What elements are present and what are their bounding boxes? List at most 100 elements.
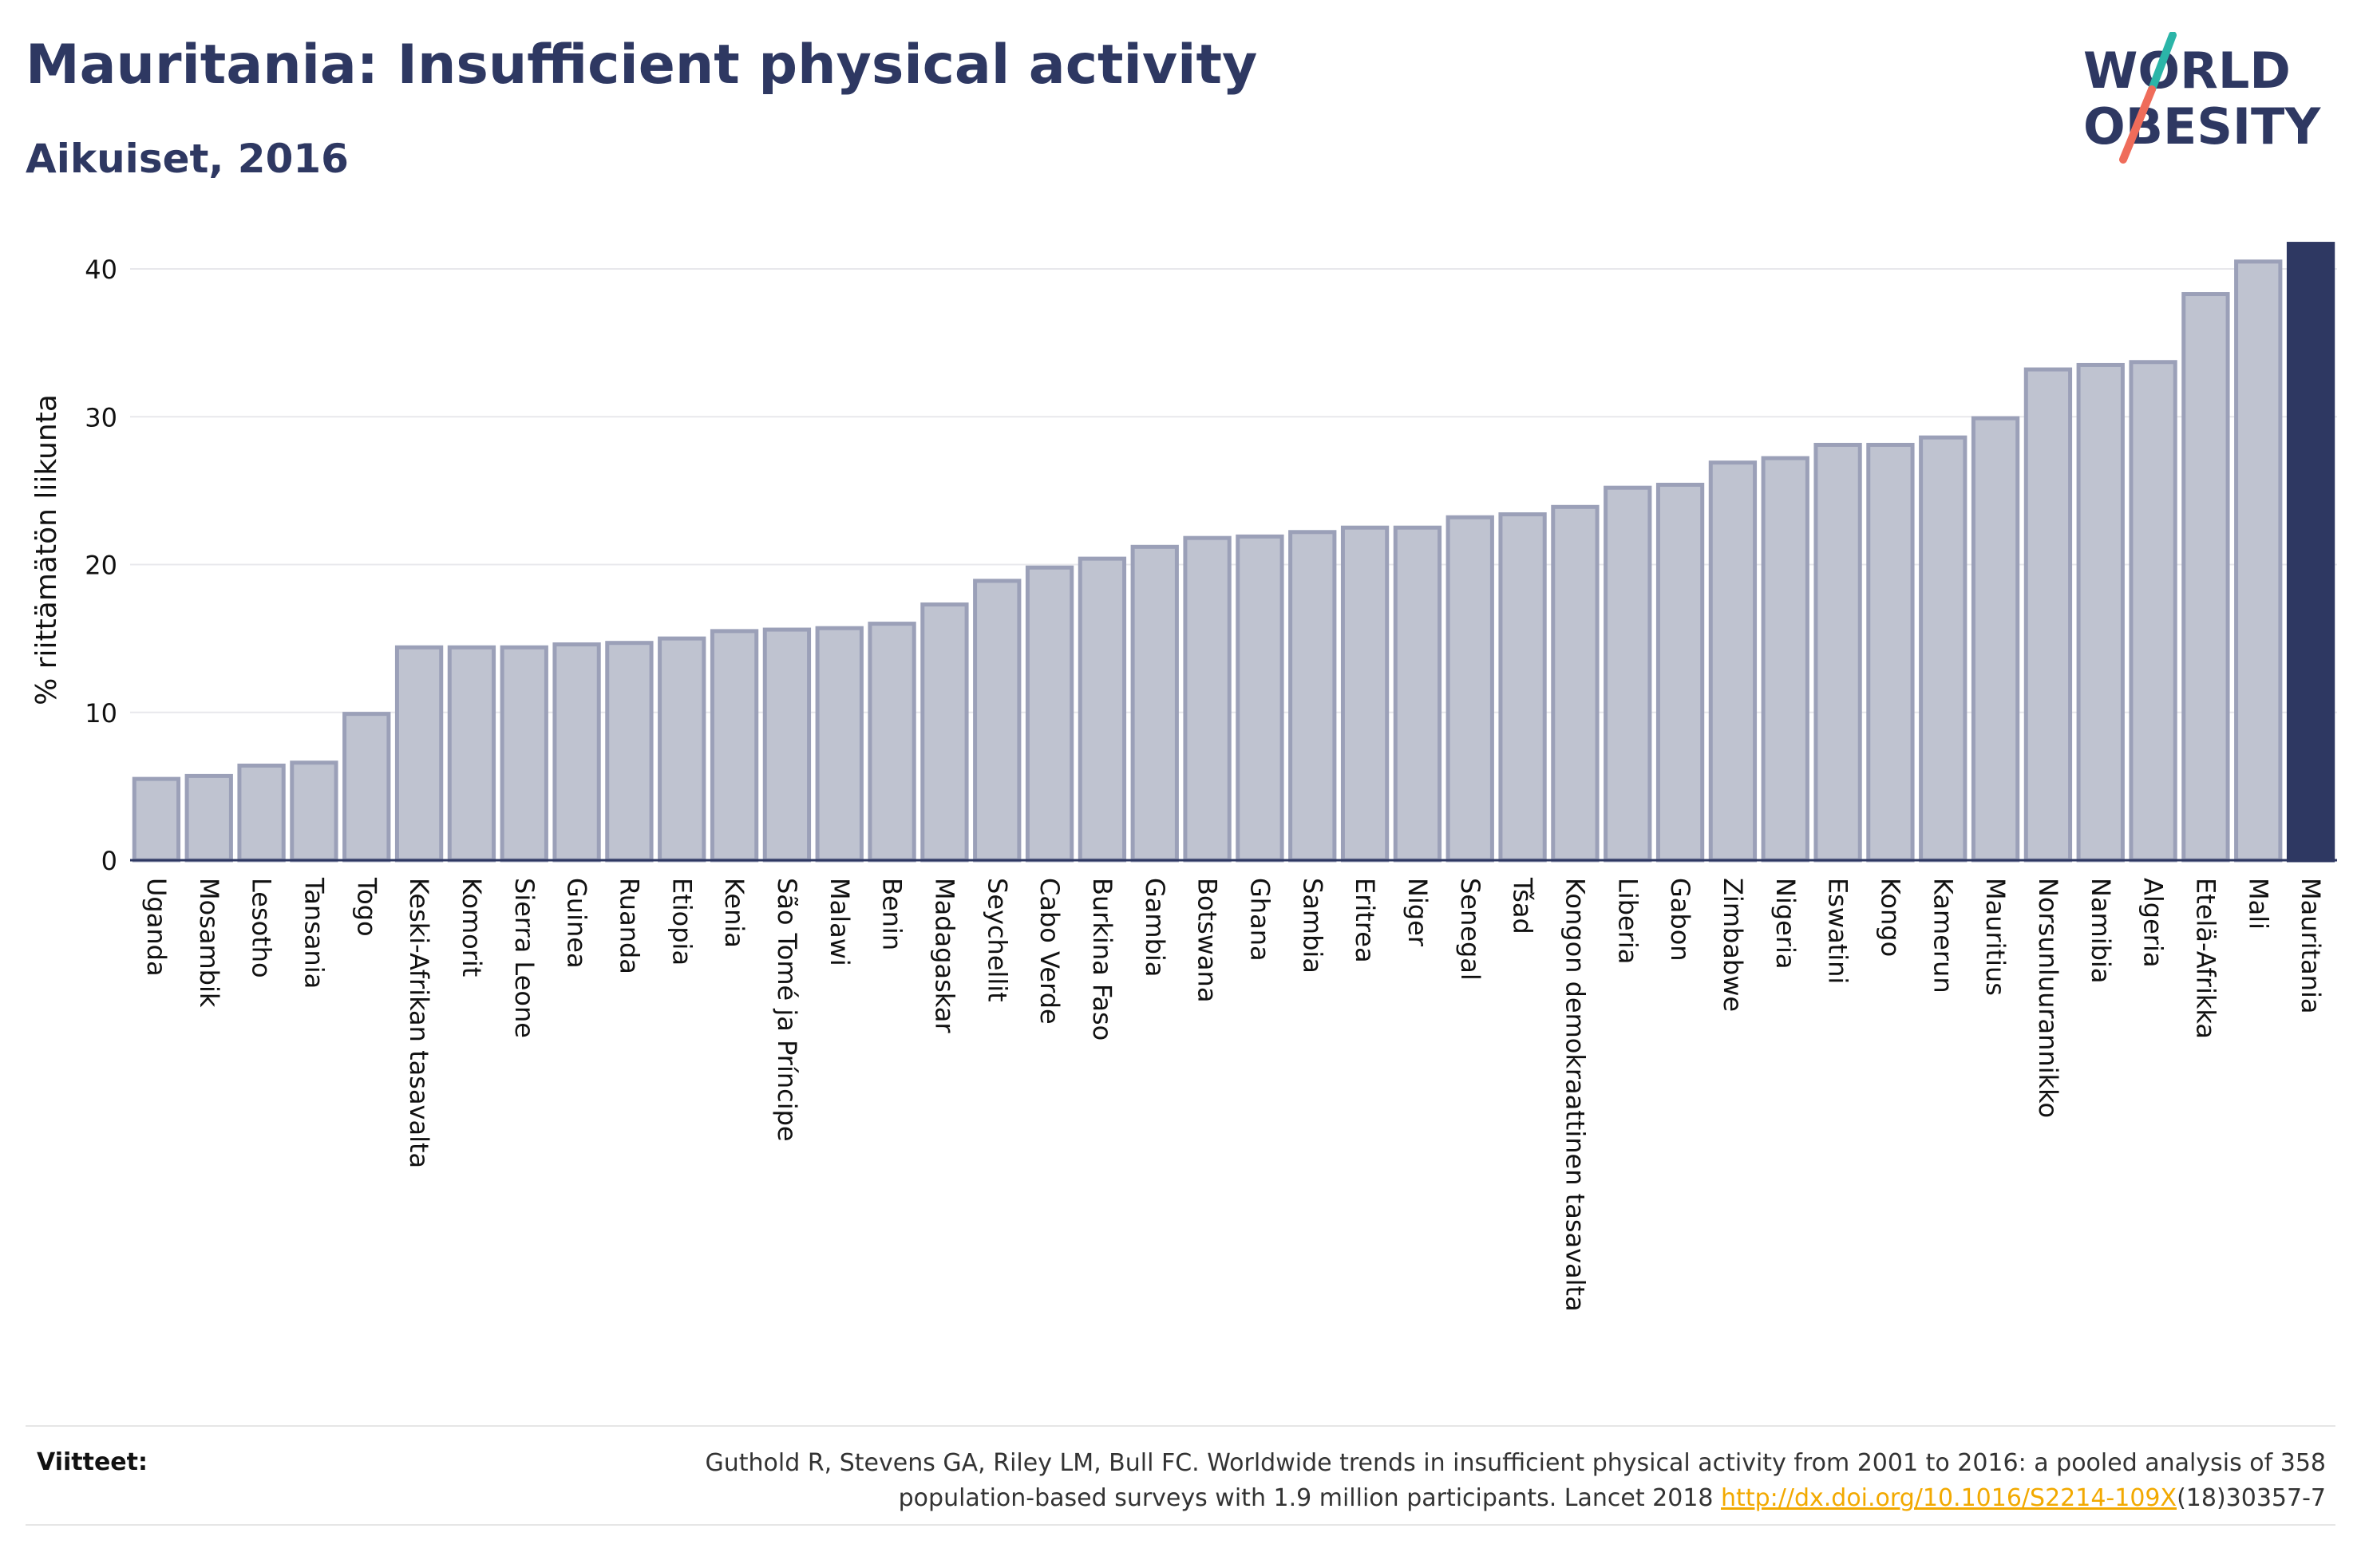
bar-4 xyxy=(342,712,391,863)
bar-17 xyxy=(1025,565,1074,863)
x-tick-label-14: Benin xyxy=(877,878,908,950)
page-title: Mauritania: Insufficient physical activi… xyxy=(26,34,1258,97)
bar-26 xyxy=(1498,512,1547,863)
bar-11 xyxy=(710,629,759,863)
x-tick-label-35: Mauritius xyxy=(1980,878,2011,996)
x-tick-label-5: Keski-Afrikan tasavalta xyxy=(404,878,434,1168)
bar-5 xyxy=(394,645,444,863)
bar-6 xyxy=(447,645,496,863)
bars xyxy=(132,242,2335,863)
bar-21 xyxy=(1236,534,1284,863)
x-tick-label-10: Etiopia xyxy=(666,878,697,966)
x-tick-label-26: Tšad xyxy=(1508,877,1538,934)
x-tick-label-0: Uganda xyxy=(141,878,172,977)
bar-25 xyxy=(1445,515,1494,863)
bar-34 xyxy=(1919,435,1968,863)
bar-14 xyxy=(868,622,916,863)
x-tick-label-40: Mali xyxy=(2243,878,2273,930)
x-tick-label-15: Madagaskar xyxy=(929,878,959,1033)
y-tick-label: 10 xyxy=(85,698,117,729)
bar-31 xyxy=(1761,456,1809,863)
x-tick-label-20: Botswana xyxy=(1192,878,1223,1002)
citation-line-3: (18)30357-7 xyxy=(2177,1484,2326,1512)
bar-39 xyxy=(2181,292,2230,863)
y-tick-label: 40 xyxy=(85,255,117,285)
bar-16 xyxy=(973,579,1022,863)
x-tick-label-39: Etelä-Afrikka xyxy=(2190,878,2221,1039)
x-tick-label-37: Namibia xyxy=(2086,878,2116,983)
bar-29 xyxy=(1655,482,1705,863)
bar-0 xyxy=(132,776,181,863)
page-subtitle: Aikuiset, 2016 xyxy=(26,136,349,182)
x-tick-label-13: Malawi xyxy=(825,878,855,966)
citation-line-2: population-based surveys with 1.9 millio… xyxy=(898,1484,1722,1512)
x-tick-label-3: Tansania xyxy=(299,877,329,989)
x-tick-label-7: Sierra Leone xyxy=(509,878,540,1038)
bar-38 xyxy=(2129,360,2177,863)
bar-23 xyxy=(1340,525,1390,863)
bar-12 xyxy=(762,627,812,863)
x-tick-label-18: Burkina Faso xyxy=(1087,878,1117,1041)
y-tick-label: 0 xyxy=(101,846,117,876)
bar-8 xyxy=(552,642,601,863)
x-tick-label-11: Kenia xyxy=(719,878,749,948)
x-tick-label-21: Ghana xyxy=(1244,878,1275,962)
x-tick-label-34: Kamerun xyxy=(1928,878,1958,993)
x-tick-label-1: Mosambik xyxy=(194,878,224,1008)
bar-35 xyxy=(1971,416,2020,863)
bar-18 xyxy=(1078,556,1127,863)
references-label: Viitteet: xyxy=(37,1448,148,1476)
logo-slash-teal xyxy=(2148,32,2177,93)
bar-20 xyxy=(1183,535,1232,863)
y-tick-label: 20 xyxy=(85,551,117,581)
bar-30 xyxy=(1708,460,1758,863)
x-tick-label-23: Eritrea xyxy=(1350,878,1380,963)
x-tick-label-24: Niger xyxy=(1402,878,1433,947)
bar-10 xyxy=(658,636,706,863)
doi-link[interactable]: http://dx.doi.org/10.1016/S2214-109X xyxy=(1721,1484,2177,1512)
footer-divider-bottom xyxy=(26,1524,2335,1526)
x-tick-label-2: Lesotho xyxy=(247,878,277,978)
x-tick-label-28: Liberia xyxy=(1612,878,1643,964)
x-tick-label-36: Norsunluurannikko xyxy=(2033,878,2063,1118)
x-tick-label-27: Kongon demokraattinen tasavalta xyxy=(1560,878,1590,1312)
bar-9 xyxy=(605,641,654,863)
x-tick-label-25: Senegal xyxy=(1455,878,1485,981)
x-tick-label-41: Mauritania xyxy=(2296,878,2326,1013)
x-tick-label-16: Seychellit xyxy=(982,878,1012,1002)
bar-13 xyxy=(815,626,864,863)
x-tick-label-30: Zimbabwe xyxy=(1718,878,1748,1012)
bar-27 xyxy=(1551,504,1600,863)
bar-36 xyxy=(2023,367,2073,863)
x-tick-label-29: Gabon xyxy=(1665,878,1695,962)
footer-divider-top xyxy=(26,1425,2335,1427)
x-tick-label-22: Sambia xyxy=(1297,878,1327,974)
logo-word-2: OBESITY xyxy=(2083,97,2321,156)
bar-15 xyxy=(920,602,969,863)
x-tick-label-8: Guinea xyxy=(562,878,592,969)
bar-37 xyxy=(2076,362,2125,863)
references-text: Guthold R, Stevens GA, Riley LM, Bull FC… xyxy=(410,1446,2326,1516)
x-tick-label-6: Komorit xyxy=(457,878,487,977)
bar-24 xyxy=(1393,525,1442,863)
bar-chart: 0 10 20 30 40 Uganda Mosambik Lesotho Tansania To… xyxy=(30,242,2337,1312)
x-tick-label-33: Kongo xyxy=(1875,878,1905,957)
bar-28 xyxy=(1604,485,1652,863)
bar-19 xyxy=(1130,544,1179,863)
bar-22 xyxy=(1288,530,1337,863)
x-tick-label-9: Ruanda xyxy=(614,878,644,974)
grid-lines xyxy=(130,268,2337,713)
bar-33 xyxy=(1866,442,1915,863)
bar-1 xyxy=(184,773,233,863)
bar-40 xyxy=(2234,259,2283,863)
logo-slash-coral xyxy=(2119,85,2156,164)
bar-32 xyxy=(1813,442,1862,863)
x-tick-label-17: Cabo Verde xyxy=(1034,878,1065,1025)
bar-7 xyxy=(500,645,548,863)
bar-41 xyxy=(2286,242,2335,863)
bar-3 xyxy=(290,760,338,863)
bar-2 xyxy=(237,763,286,863)
x-tick-label-32: Eswatini xyxy=(1823,878,1853,984)
world-obesity-logo: WORLD OBESITY xyxy=(2083,32,2321,164)
y-tick-label: 30 xyxy=(85,402,117,432)
